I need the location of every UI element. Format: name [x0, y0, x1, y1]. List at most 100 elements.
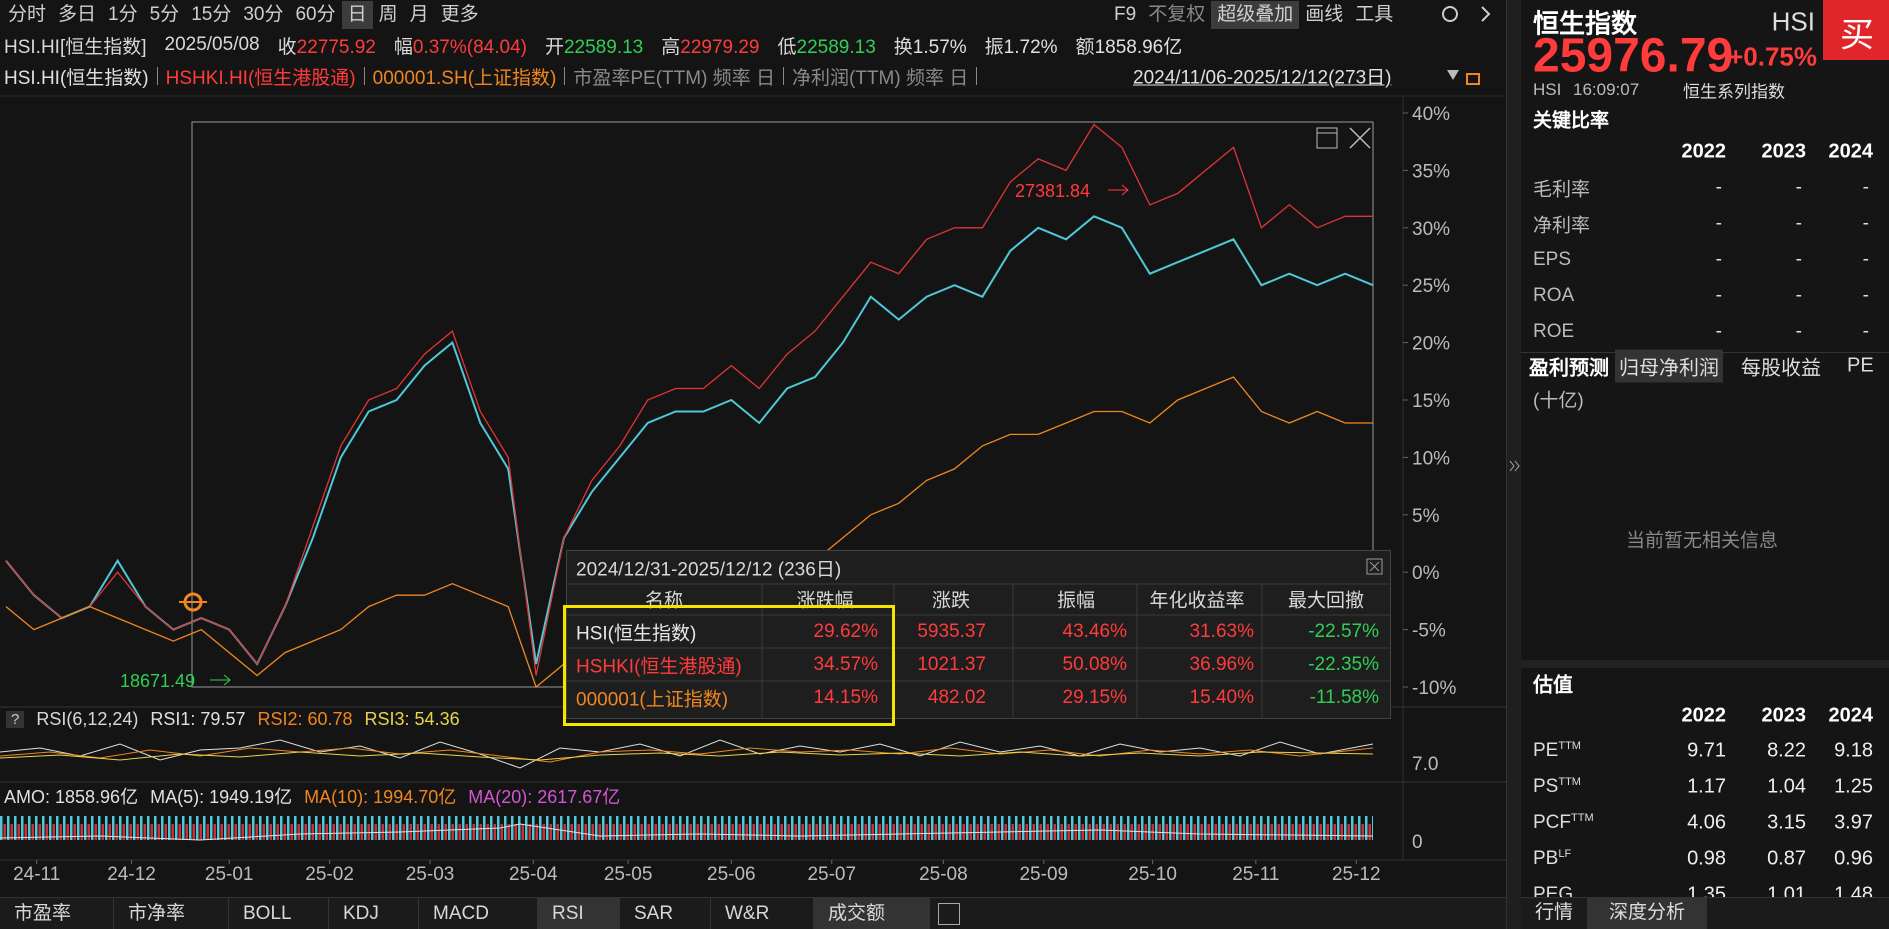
period-button[interactable]: 60分 [295, 3, 336, 25]
ratio-value: - [1862, 321, 1869, 342]
quote-item: 收22775.92 [278, 32, 376, 59]
row-name: 000001(上证指数) [576, 689, 729, 711]
indicator-tab[interactable]: 市净率 [114, 898, 229, 929]
next-icon[interactable] [1481, 6, 1491, 22]
x-tick-label: 25-07 [807, 864, 856, 885]
column-header: 振幅 [1056, 590, 1096, 612]
year: 2022 [1681, 140, 1727, 163]
valuation-value: 3.97 [1834, 811, 1873, 834]
indicator-tab[interactable]: 市盈率 [0, 898, 114, 929]
valuation-value: 1.04 [1767, 775, 1806, 798]
ratio-value: - [1715, 249, 1722, 270]
buy-label[interactable]: 买 [1840, 16, 1874, 55]
lock-icon[interactable] [1466, 73, 1480, 85]
valuation-sup: TTM [1571, 811, 1594, 824]
period-button[interactable]: 更多 [440, 3, 479, 25]
ratio-value: - [1795, 213, 1802, 234]
column-header: 年化收益率 [1149, 590, 1245, 612]
close-icon [1369, 561, 1380, 572]
legend-item[interactable]: 市盈率PE(TTM) 频率 日 [573, 67, 775, 89]
tool-button[interactable]: 工具 [1355, 3, 1394, 25]
period-button[interactable]: 15分 [191, 3, 232, 25]
legend-item[interactable]: HSI.HI(恒生指数) [4, 67, 149, 89]
valuation-value: 4.06 [1687, 811, 1726, 834]
volume-ma [0, 823, 1374, 841]
collapse-strip[interactable] [1507, 0, 1521, 929]
cell: 5935.37 [917, 621, 986, 642]
info-code: HSI [1533, 80, 1562, 99]
indicator-tab[interactable]: RSI [538, 898, 620, 929]
indicator-value: RSI2: 60.78 [257, 708, 353, 729]
side-panel: 恒生指数 HSI 买 25976.79 +0.75% HSI 16:09:07 恒生系列指数关… [1506, 0, 1889, 929]
tool-button[interactable]: 超级叠加 [1211, 0, 1300, 29]
ratio-name: EPS [1533, 249, 1572, 270]
valuation-name: PCFTTM [1533, 811, 1594, 834]
amo-header: AMO: 1858.96亿 MA(5): 1949.19亿 MA(10): 1994… [4, 784, 620, 808]
legend-item[interactable]: 净利润(TTM) 频率 日 [791, 67, 969, 89]
expand-icon[interactable] [1507, 456, 1521, 476]
period-button[interactable]: 5分 [149, 3, 180, 25]
row-name: HSI(恒生指数) [576, 623, 697, 645]
tool-button[interactable]: F9 [1114, 3, 1137, 25]
close-icon[interactable] [1366, 558, 1383, 575]
valuation-name: PETTM [1533, 739, 1581, 762]
indicator-tab[interactable]: 成交额 [814, 898, 930, 929]
quote-label: 开 [544, 36, 564, 58]
tool-button[interactable]: 画线 [1305, 3, 1344, 25]
indicator-tab[interactable]: MACD [419, 898, 538, 929]
x-tick-label: 25-01 [205, 864, 254, 885]
panel-tab[interactable]: 行情 [1534, 902, 1573, 923]
legend-item[interactable]: 000001.SH(上证指数) [372, 67, 557, 89]
indicator-tab[interactable]: KDJ [329, 898, 419, 929]
close-icon[interactable] [1349, 127, 1371, 149]
period-button[interactable]: 日 [341, 0, 373, 29]
forecast-tab[interactable]: 归母净利润 [1615, 349, 1723, 383]
indicator-tab[interactable]: W&R [711, 898, 814, 929]
add-tab[interactable] [938, 903, 960, 925]
settings-icon[interactable] [1442, 6, 1458, 22]
help-icon[interactable]: ? [6, 710, 25, 728]
valuation-name: PEG [1533, 884, 1574, 897]
period-button[interactable]: 多日 [58, 3, 97, 25]
summary-popup: 2024/12/31-2025/12/12 (236日) 名称 涨跌幅 涨跌 振幅 年化收… [566, 550, 1391, 719]
forecast-tab[interactable]: 盈利预测 [1529, 357, 1609, 380]
buy-button[interactable] [1823, 0, 1889, 60]
forecast-tab[interactable]: PE [1847, 354, 1874, 377]
legend-item[interactable]: HSHKI.HI(恒生港股通) [165, 67, 356, 89]
valuation-value: 9.18 [1834, 739, 1873, 762]
range-icons [1447, 70, 1480, 85]
period-button[interactable]: 分时 [8, 3, 47, 25]
rsi-line [0, 751, 1374, 761]
summary-grid [567, 558, 1390, 718]
time: 16:09:07 [1573, 80, 1640, 99]
rsi-line [0, 739, 1374, 769]
y-tick-label: 40% [1412, 104, 1450, 125]
maximize-icon[interactable] [1316, 127, 1338, 149]
indicator-tab[interactable]: SAR [620, 898, 711, 929]
x-tick-label: 25-12 [1332, 864, 1381, 885]
ratio-value: - [1715, 285, 1722, 306]
cell: 482.02 [927, 687, 986, 708]
period-button[interactable]: 月 [409, 3, 429, 25]
y-tick-label: -10% [1412, 678, 1456, 699]
panel-title: 恒生指数 [1533, 8, 1638, 39]
period-button[interactable]: 1分 [108, 3, 138, 25]
cell: 36.96% [1189, 654, 1254, 675]
dropdown-icon[interactable] [1447, 70, 1459, 80]
series-line [5, 123, 1373, 676]
y-tick-label: 5% [1412, 506, 1440, 527]
panel-tab[interactable]: 深度分析 [1587, 897, 1707, 929]
tool-button[interactable]: 不复权 [1148, 3, 1206, 25]
x-tick-label: 25-05 [604, 864, 653, 885]
valuation-value: 1.25 [1834, 775, 1873, 798]
period-button[interactable]: 周 [378, 3, 398, 25]
period-button[interactable]: 30分 [243, 3, 284, 25]
indicator-value: MA(20): 2617.67亿 [468, 787, 621, 807]
indicator-tab[interactable]: BOLL [229, 898, 329, 929]
date-range[interactable]: 2024/11/06-2025/12/12(273日) [1133, 67, 1392, 89]
indicator-name: RSI(6,12,24) [36, 708, 139, 729]
forecast-tab[interactable]: 每股收益 [1741, 357, 1821, 380]
valuation-value: 3.15 [1767, 811, 1806, 834]
ratio-value: - [1795, 321, 1802, 342]
toolbar-icons [1442, 6, 1491, 22]
